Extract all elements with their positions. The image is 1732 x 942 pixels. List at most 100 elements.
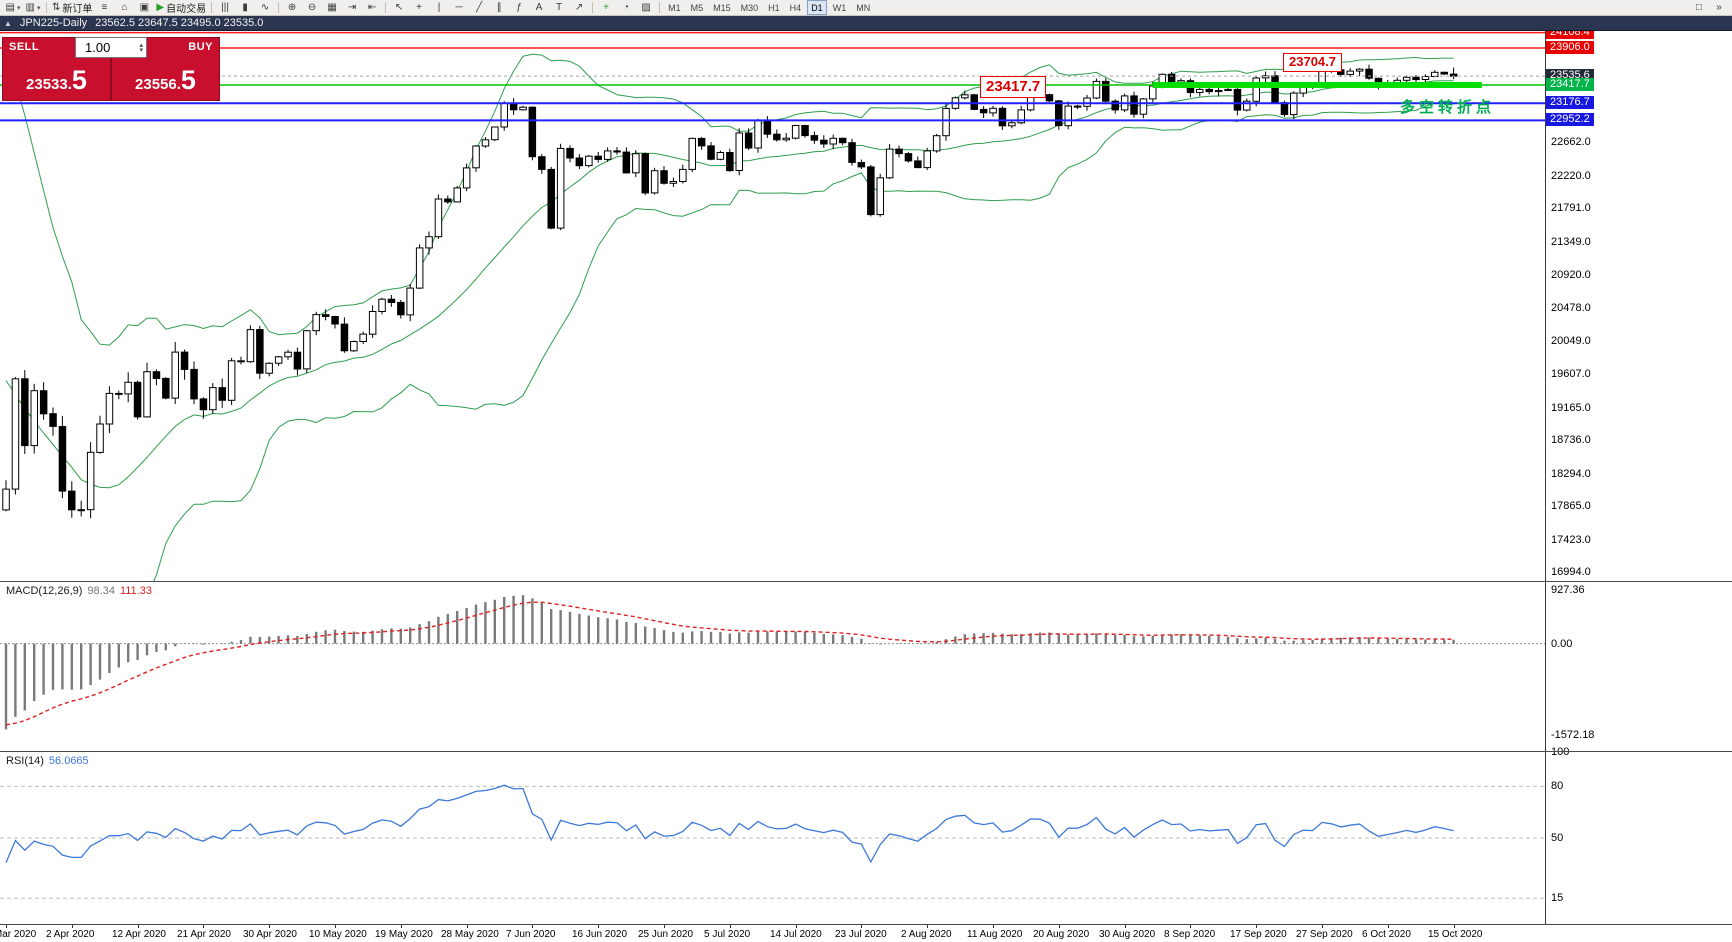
date-tick <box>203 925 204 928</box>
macd-svg[interactable] <box>0 582 1545 751</box>
candle <box>650 170 659 194</box>
candle <box>914 160 922 169</box>
trendline-button[interactable]: ╱ <box>469 1 489 15</box>
crosshair-button[interactable]: + <box>409 1 429 15</box>
text-button[interactable]: A <box>529 1 549 15</box>
panel-separator[interactable] <box>0 751 1732 752</box>
terminal-button[interactable]: ▣ <box>134 1 154 15</box>
arrows-button[interactable]: ↗ <box>569 1 589 15</box>
time-axis[interactable]: 24 Mar 2020 2 Apr 2020 12 Apr 2020 21 Apr 2… <box>0 925 1546 942</box>
timeframe-w1[interactable]: W1 <box>832 2 847 13</box>
candle <box>209 387 217 411</box>
candle <box>415 247 424 289</box>
fibonacci-retracement-button[interactable]: ƒ <box>509 1 529 15</box>
candle <box>378 298 386 313</box>
price-axis[interactable]: 22662.0 22220.0 21791.0 21349.0 20920.0 20478… <box>1545 26 1732 942</box>
candle <box>96 423 104 453</box>
candle <box>1355 68 1364 72</box>
price-tick: 19607.0 <box>1551 368 1591 380</box>
indicators-button[interactable]: + <box>596 1 616 15</box>
periods-icon: ◔ <box>623 1 630 13</box>
zoom-out-button[interactable]: ⊖ <box>302 1 322 15</box>
timeframe-m1[interactable]: M1 <box>668 2 681 13</box>
tile-windows-button[interactable]: ▦ <box>322 1 342 15</box>
candle <box>782 137 790 141</box>
sell-button[interactable]: SELL 23533.5 <box>2 37 111 101</box>
level-label-23417[interactable]: 23417.7 <box>980 76 1047 98</box>
candle <box>227 360 236 401</box>
date-label: 2 Aug 2020 <box>901 929 952 940</box>
new-chart-button[interactable]: ▤ ▾ <box>3 1 23 15</box>
timeframe-m15[interactable]: M15 <box>713 2 731 13</box>
window-restore-button[interactable]: □ <box>1689 1 1709 15</box>
trendline-icon: ╱ <box>476 1 483 13</box>
macd-panel[interactable] <box>0 582 1545 751</box>
candle <box>820 139 828 145</box>
toolbar-more-button[interactable]: » <box>1709 1 1729 15</box>
profiles-button[interactable]: ▥ ▾ <box>23 1 43 15</box>
rsi-panel[interactable] <box>0 752 1545 924</box>
panel-separator[interactable] <box>0 581 1732 582</box>
volume-input[interactable]: 1.00 ▴ ▾ <box>75 37 147 58</box>
bar-chart-mode-button[interactable]: ||| <box>215 1 235 15</box>
autotrading-button[interactable]: ▶ 自动交易 <box>154 1 208 16</box>
vertical-line-button[interactable]: | <box>429 1 449 15</box>
market-watch-button[interactable]: ≡ <box>94 1 114 15</box>
tile-windows-icon: ▦ <box>327 1 337 13</box>
price-tick: 21791.0 <box>1551 202 1591 214</box>
volume-spinner[interactable]: ▴ ▾ <box>139 41 146 54</box>
candle <box>688 137 696 170</box>
date-label: 25 Jun 2020 <box>638 929 694 940</box>
candle <box>246 329 255 363</box>
candle <box>11 378 20 490</box>
auto-scroll-button[interactable]: ⇥ <box>342 1 362 15</box>
date-label: 15 Oct 2020 <box>1428 929 1483 940</box>
line-chart-mode-button[interactable]: ∿ <box>255 1 275 15</box>
chart-title-bar[interactable]: ▲ JPN225-Daily 23562.5 23647.5 23495.0 2… <box>0 16 1732 31</box>
candle <box>697 137 706 147</box>
timeframe-m5[interactable]: M5 <box>690 2 704 13</box>
spinner-up-icon[interactable]: ▴ <box>139 41 143 49</box>
text-label-button[interactable]: T <box>549 1 569 15</box>
cursor-button[interactable]: ↖ <box>389 1 409 15</box>
timeframe-m30[interactable]: M30 <box>740 2 759 13</box>
candle <box>566 147 574 159</box>
timeframe-mn[interactable]: MN <box>856 2 871 13</box>
navigator-button[interactable]: ⌂ <box>114 1 134 15</box>
candlestick-mode-button[interactable]: ▮ <box>235 1 255 15</box>
chevron-down-icon[interactable]: ▾ <box>36 4 41 12</box>
rsi-svg[interactable] <box>0 752 1545 924</box>
panel-separator[interactable] <box>0 924 1732 925</box>
date-label: 10 May 2020 <box>309 929 367 940</box>
date-tick <box>927 925 928 928</box>
candle <box>133 381 142 418</box>
candle <box>1271 75 1279 104</box>
zoom-in-button[interactable]: ⊕ <box>282 1 302 15</box>
main-price-svg[interactable] <box>0 31 1545 581</box>
level-label-23704[interactable]: 23704.7 <box>1283 53 1342 72</box>
new-order-button[interactable]: ⇅ 新订单 <box>50 1 94 16</box>
timeframe-d1[interactable]: D1 <box>807 0 827 15</box>
candle <box>1280 102 1289 115</box>
note-turning-point[interactable]: 多空转折点 <box>1400 99 1496 116</box>
spinner-down-icon[interactable]: ▾ <box>139 46 143 54</box>
candle <box>312 314 320 332</box>
horizontal-line-button[interactable]: ─ <box>449 1 469 15</box>
date-tick <box>72 925 73 928</box>
candle <box>904 153 913 162</box>
templates-button[interactable]: ▨ <box>636 1 656 15</box>
main-chart-plot[interactable] <box>0 31 1545 581</box>
timeframe-h1[interactable]: H1 <box>768 2 780 13</box>
equidistant-channel-button[interactable]: ∥ <box>489 1 509 15</box>
toolbar-more-icon: » <box>1716 1 1722 13</box>
chevron-down-icon[interactable]: ▾ <box>16 4 21 12</box>
candles <box>2 63 1458 519</box>
overlay-lines[interactable] <box>0 31 1545 122</box>
candle <box>1017 109 1025 124</box>
timeframe-h4[interactable]: H4 <box>789 2 802 13</box>
chart-shift-button[interactable]: ⇤ <box>362 1 382 15</box>
zoom-in-icon: ⊕ <box>287 1 297 13</box>
toolbar-separator <box>211 2 213 13</box>
text-icon: A <box>535 1 543 13</box>
periods-button[interactable]: ◔ <box>616 1 636 15</box>
